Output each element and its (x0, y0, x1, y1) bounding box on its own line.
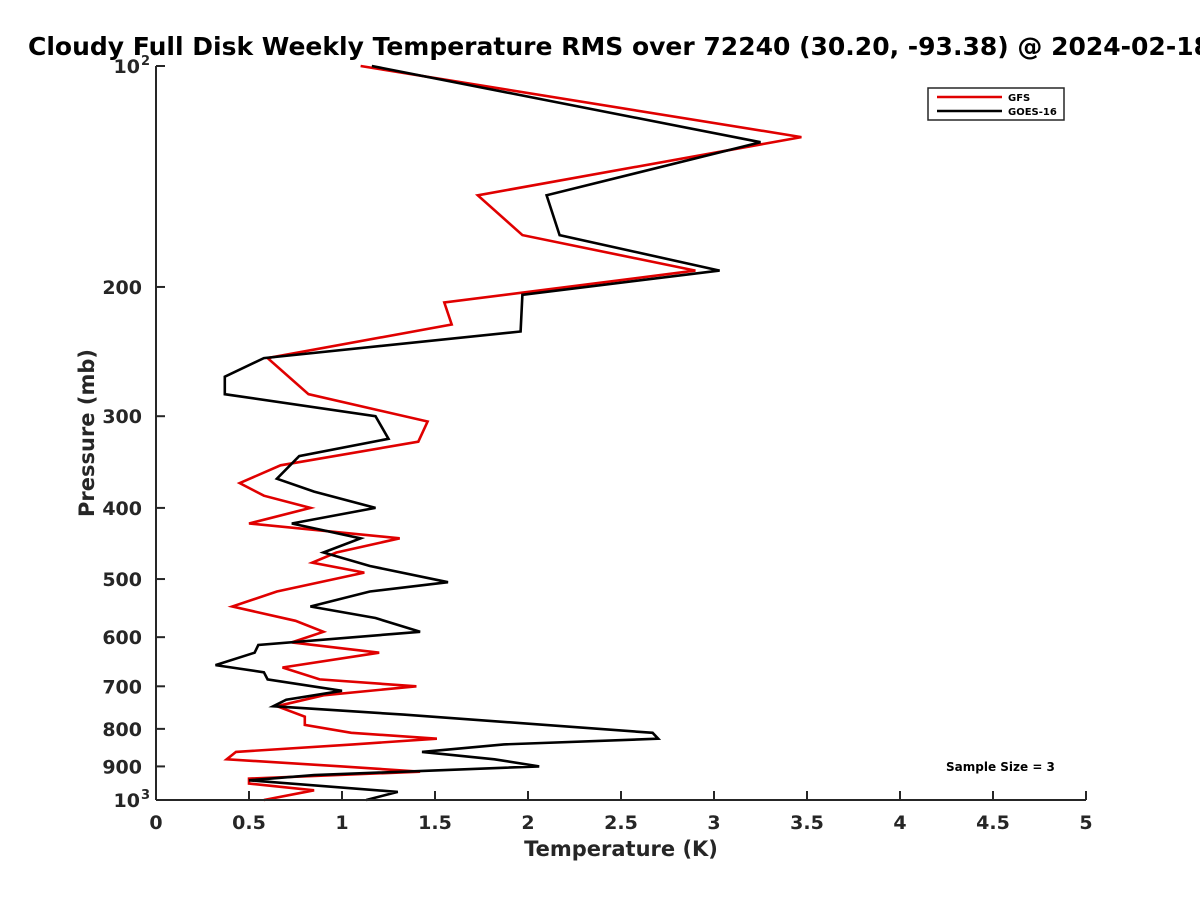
x-tick-label: 2.5 (604, 812, 638, 834)
y-tick-exponent: 2 (141, 54, 150, 69)
x-tick-label: 3.5 (790, 812, 824, 834)
x-tick-label: 3 (707, 812, 720, 834)
series-line-goes-16 (215, 64, 761, 802)
y-tick-label: 500 (102, 569, 142, 591)
y-tick-label: 200 (102, 277, 142, 299)
y-tick-label: 400 (102, 498, 142, 520)
series-line-gfs (223, 64, 802, 802)
legend-label-goes16: GOES-16 (1008, 107, 1057, 118)
x-tick-label: 5 (1079, 812, 1092, 834)
x-axis-label: Temperature (K) (524, 837, 718, 861)
y-tick-label: 10 (114, 56, 140, 78)
x-tick-label: 1 (335, 812, 348, 834)
x-tick-label: 1.5 (418, 812, 452, 834)
x-tick-label: 4.5 (976, 812, 1010, 834)
y-tick-label: 600 (102, 627, 142, 649)
y-tick-label: 900 (102, 756, 142, 778)
x-tick-label: 2 (521, 812, 534, 834)
x-ticks: 0 0.5 1 1.5 2 2.5 3 3.5 4 4.5 5 (149, 791, 1093, 834)
legend-label-gfs: GFS (1008, 93, 1030, 104)
legend: GFS GOES-16 (927, 87, 1065, 121)
chart-title: Cloudy Full Disk Weekly Temperature RMS … (28, 32, 1200, 61)
y-tick-label: 800 (102, 719, 142, 741)
y-tick-label: 300 (102, 406, 142, 428)
series-layer (215, 64, 802, 802)
x-tick-label: 0.5 (232, 812, 266, 834)
y-tick-exponent: 3 (141, 788, 150, 803)
legend-box (927, 87, 1065, 121)
x-tick-label: 4 (893, 812, 906, 834)
y-axis-label: Pressure (mb) (75, 349, 99, 517)
y-tick-label: 10 (114, 790, 140, 812)
x-tick-label: 0 (149, 812, 162, 834)
y-tick-label: 700 (102, 676, 142, 698)
sample-size-annotation: Sample Size = 3 (946, 760, 1055, 774)
